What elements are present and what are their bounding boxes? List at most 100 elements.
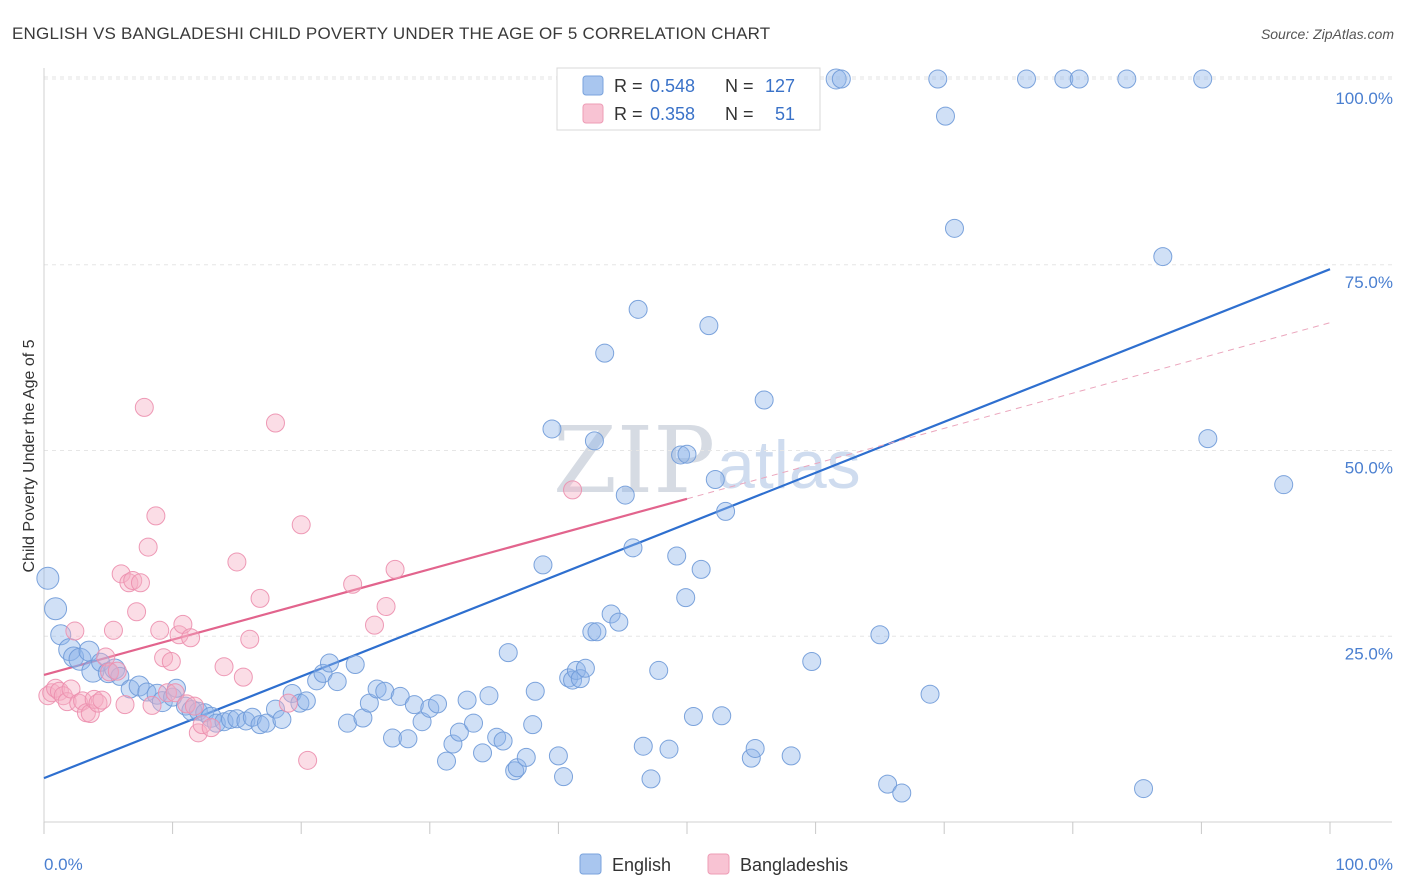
english-point-7 (81, 659, 105, 683)
english-point-45 (367, 679, 387, 699)
english-point-111 (870, 625, 890, 645)
watermark-atlas: atlas (717, 427, 861, 503)
english-point-29 (242, 707, 262, 727)
english-point-11 (110, 666, 130, 686)
bangladeshis-point-4 (53, 686, 73, 706)
bangladeshis-point-34 (169, 625, 189, 645)
english-point-38 (313, 663, 333, 683)
english-point-31 (256, 713, 276, 733)
english-point-56 (449, 722, 469, 742)
stats-swatch-bangladeshis (582, 103, 604, 124)
english-point-46 (375, 681, 395, 701)
english-point-71 (548, 746, 568, 766)
english-point-84 (615, 485, 635, 505)
english-point-89 (649, 660, 669, 680)
bangladeshis-point-48 (278, 693, 298, 713)
english-point-33 (272, 709, 292, 729)
y-axis-label: Child Poverty Under the Age of 5 (21, 339, 38, 572)
english-point-28 (236, 711, 256, 731)
english-point-32 (265, 699, 285, 719)
watermark: ZIP atlas (553, 407, 861, 514)
english-point-108 (802, 652, 822, 672)
bangladeshis-extra-point-1 (365, 615, 385, 635)
english-point-70 (542, 419, 562, 439)
english-point-94 (677, 444, 697, 464)
english-point-74 (563, 670, 583, 690)
bangladeshis-point-47 (265, 413, 285, 433)
bangladeshis-point-17 (103, 620, 123, 640)
bangladeshis-point-0 (38, 686, 58, 706)
english-point-1 (44, 597, 68, 621)
bangladeshis-point-12 (84, 689, 104, 709)
english-point-49 (398, 729, 418, 749)
english-point-125 (1274, 475, 1294, 495)
stats-n-label-english: N = (725, 76, 754, 96)
bangladeshis-point-27 (142, 695, 162, 715)
english-point-36 (296, 691, 316, 711)
bangladeshis-point-37 (181, 628, 201, 648)
english-point-67 (523, 715, 543, 735)
english-point-77 (575, 658, 595, 678)
english-point-80 (587, 622, 607, 642)
english-point-5 (68, 647, 92, 671)
bangladeshis-point-18 (107, 661, 127, 681)
english-point-79 (584, 431, 604, 451)
english-point-68 (525, 681, 545, 701)
english-point-107 (781, 746, 801, 766)
english-point-100 (716, 501, 736, 521)
english-point-41 (337, 713, 357, 733)
bangladeshis-point-45 (240, 629, 260, 649)
english-point-72 (554, 767, 574, 787)
english-point-96 (691, 559, 711, 579)
bangladeshis-extra-point-4 (563, 480, 583, 500)
bangladeshis-point-25 (134, 397, 154, 417)
bangladeshis-point-29 (150, 620, 170, 640)
bangladeshis-point-41 (201, 718, 221, 738)
english-point-12 (120, 679, 140, 699)
bangladeshis-point-46 (250, 588, 270, 608)
bangladeshis-point-44 (233, 667, 253, 687)
axes (43, 68, 1392, 834)
english-point-99 (712, 706, 732, 726)
english-point-93 (676, 588, 696, 608)
english-point-40 (327, 672, 347, 692)
y-tick-label-3: 100.0% (1335, 89, 1393, 108)
chart-source: Source: ZipAtlas.com (1261, 26, 1394, 42)
y-tick-label-2: 75.0% (1345, 273, 1393, 292)
bangladeshis-point-42 (214, 657, 234, 677)
english-point-39 (319, 653, 339, 673)
english-point-124 (1193, 69, 1213, 89)
english-point-62 (493, 731, 513, 751)
english-point-61 (487, 727, 507, 747)
bangladeshis-point-50 (298, 750, 318, 770)
bangladeshis-point-32 (161, 652, 181, 672)
english-point-113 (892, 783, 912, 803)
english-point-69 (533, 555, 553, 575)
english-point-97 (699, 316, 719, 336)
bangladeshis-point-36 (177, 694, 197, 714)
bangladeshis-extra-point-2 (376, 597, 396, 617)
english-point-122 (1134, 779, 1154, 799)
english-point-87 (633, 736, 653, 756)
chart-title: ENGLISH VS BANGLADESHI CHILD POVERTY UND… (12, 24, 770, 43)
english-point-88 (641, 769, 661, 789)
english-point-121 (1117, 69, 1137, 89)
english-point-54 (437, 751, 457, 771)
english-point-78 (582, 622, 602, 642)
bangladeshis-point-43 (227, 552, 247, 572)
bangladeshis-point-11 (80, 704, 100, 724)
english-point-81 (595, 343, 615, 363)
english-point-118 (1017, 69, 1037, 89)
english-point-102 (741, 748, 761, 768)
english-point-76 (570, 669, 590, 689)
trendlines (43, 268, 1331, 780)
english-point-57 (457, 690, 477, 710)
y-tick-label-1: 50.0% (1345, 459, 1393, 478)
bangladeshis-point-33 (165, 683, 185, 703)
english-point-95 (683, 706, 703, 726)
english-point-91 (667, 546, 687, 566)
english-point-53 (428, 694, 448, 714)
bangladeshis-point-24 (130, 573, 150, 593)
stats-swatch-english (582, 75, 604, 96)
